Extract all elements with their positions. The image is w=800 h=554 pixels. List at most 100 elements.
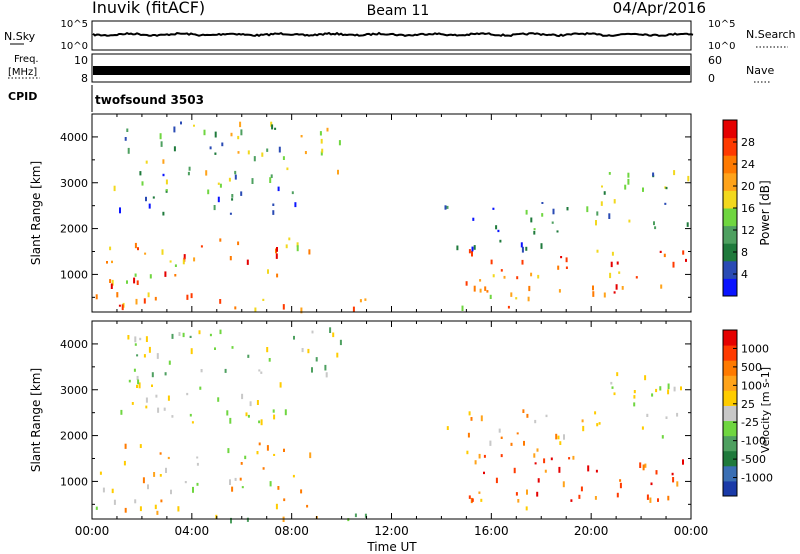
scatter-cell xyxy=(240,462,243,465)
nsky-panel xyxy=(91,20,692,51)
scatter-cell xyxy=(141,181,144,186)
colorbar-swatch xyxy=(723,465,737,482)
freq-label-line2: [MHz] xyxy=(8,67,37,78)
scatter-cell xyxy=(499,239,502,243)
ytick-label: 4000 xyxy=(60,131,88,144)
power-ylabel: Slant Range [km] xyxy=(29,161,43,265)
scatter-cell xyxy=(154,296,157,301)
scatter-cell xyxy=(273,453,276,456)
scatter-cell xyxy=(143,354,146,358)
scatter-cell xyxy=(145,397,148,403)
scatter-cell xyxy=(587,465,590,472)
scatter-cell xyxy=(473,245,476,250)
scatter-cell xyxy=(578,494,581,499)
scatter-cell xyxy=(258,369,261,372)
scatter-cell xyxy=(563,434,565,440)
scatter-cell xyxy=(530,217,533,223)
scatter-cell xyxy=(136,375,139,380)
scatter-cell xyxy=(633,395,636,399)
velocity-panel-frame xyxy=(91,320,692,520)
xtick-label: 08:00 xyxy=(274,524,309,538)
scatter-cell xyxy=(237,135,240,140)
scatter-cell xyxy=(230,132,233,137)
scatter-cell xyxy=(685,258,687,262)
scatter-cell xyxy=(596,211,599,216)
scatter-cell xyxy=(646,413,649,417)
scatter-cell xyxy=(262,467,265,470)
scatter-cell xyxy=(619,479,622,482)
scatter-cell xyxy=(595,220,597,226)
scatter-cell xyxy=(592,285,594,291)
scatter-cell xyxy=(473,285,476,292)
colorbar-swatch xyxy=(723,360,737,376)
scatter-cell xyxy=(209,146,212,150)
colorbar-tick-label: 4 xyxy=(741,268,748,281)
scatter-cell xyxy=(124,137,127,141)
scatter-cell xyxy=(134,499,137,504)
scatter-cell xyxy=(515,297,518,300)
scatter-cell xyxy=(170,489,172,495)
scatter-cell xyxy=(465,281,468,286)
scatter-cell xyxy=(633,402,636,407)
scatter-cell xyxy=(247,150,250,155)
scatter-cell xyxy=(258,420,261,424)
scatter-cell xyxy=(256,451,259,455)
scatter-cell xyxy=(167,456,170,460)
scatter-cell xyxy=(300,135,303,138)
scatter-cell xyxy=(171,415,174,418)
scatter-cell xyxy=(137,247,139,251)
scatter-cell xyxy=(616,492,619,498)
scatter-cell xyxy=(269,481,272,487)
scatter-cell xyxy=(160,141,163,147)
scatter-cell xyxy=(515,492,518,496)
scatter-cell xyxy=(596,423,599,427)
scatter-cell xyxy=(644,463,647,468)
scatter-cell xyxy=(241,486,244,489)
scatter-cell xyxy=(159,474,162,477)
scatter-cell xyxy=(307,348,310,354)
colorbar-swatch xyxy=(723,120,737,139)
scatter-cell xyxy=(193,124,195,127)
scatter-cell xyxy=(478,491,481,494)
scatter-cell xyxy=(162,159,165,164)
scatter-cell xyxy=(240,129,243,136)
scatter-cell xyxy=(156,353,159,359)
scatter-cell xyxy=(278,146,281,153)
scatter-cell xyxy=(525,209,528,215)
scatter-cell xyxy=(133,368,136,372)
scatter-cell xyxy=(580,486,583,492)
scatter-cell xyxy=(134,242,137,249)
scatter-cell xyxy=(610,381,613,385)
colorbar-swatch xyxy=(723,172,737,191)
scatter-cell xyxy=(124,507,127,513)
scatter-cell xyxy=(205,170,208,176)
scatter-cell xyxy=(665,186,668,190)
scatter-cell xyxy=(536,448,539,452)
scatter-cell xyxy=(521,246,524,253)
scatter-cell xyxy=(282,156,285,160)
scatter-cell xyxy=(137,379,140,385)
scatter-cell xyxy=(562,481,565,488)
scatter-cell xyxy=(169,260,172,263)
scatter-cell xyxy=(186,294,189,300)
scatter-cell xyxy=(480,415,483,422)
scatter-cell xyxy=(551,221,554,224)
scatter-cell xyxy=(359,299,362,303)
scatter-cell xyxy=(272,409,275,413)
scatter-cell xyxy=(646,494,649,500)
scatter-cell xyxy=(219,329,222,335)
ytick-label: 2000 xyxy=(60,430,88,443)
scatter-cell xyxy=(610,261,613,268)
scatter-cell xyxy=(275,503,278,510)
scatter-cell xyxy=(498,428,501,433)
scatter-cell xyxy=(315,357,318,362)
scatter-cell xyxy=(269,177,272,183)
scatter-cell xyxy=(256,400,259,405)
scatter-cell xyxy=(124,443,127,449)
scatter-cell xyxy=(600,201,603,206)
scatter-cell xyxy=(470,417,473,421)
scatter-cell xyxy=(319,131,322,136)
scatter-cell xyxy=(311,330,314,334)
scatter-cell xyxy=(171,333,174,339)
scatter-cell xyxy=(480,498,483,502)
